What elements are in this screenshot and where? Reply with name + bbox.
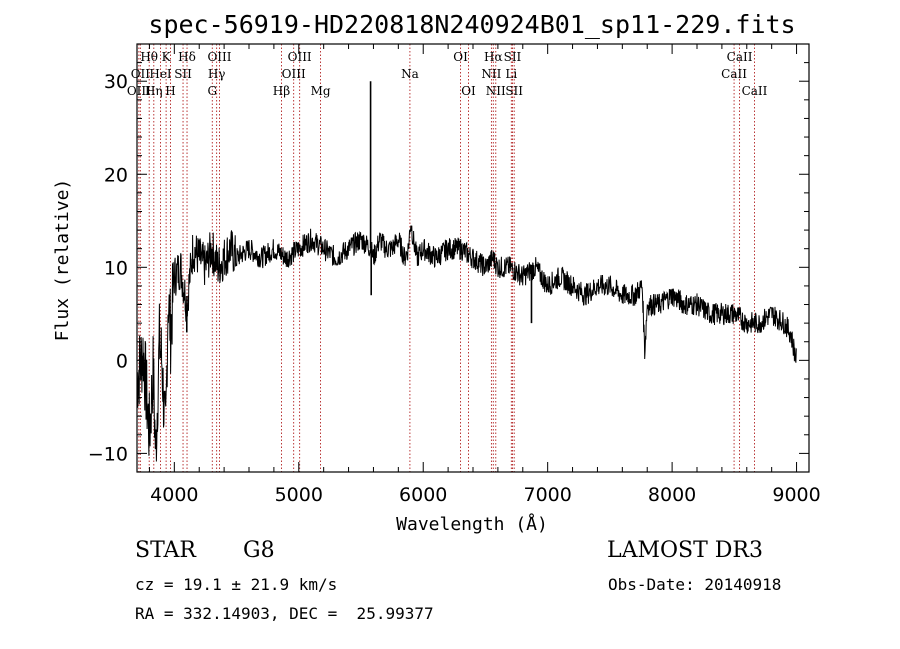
- line-marker-label: SII: [174, 67, 192, 81]
- x-tick-label: 6000: [399, 484, 447, 506]
- x-axis-label: Wavelength (Å): [396, 513, 548, 535]
- line-marker-label: CaII: [727, 50, 753, 64]
- line-marker-label: G: [207, 84, 217, 98]
- line-marker-label: Na: [401, 67, 419, 81]
- line-marker-label: K: [162, 50, 172, 64]
- survey-name: LAMOST DR3: [607, 538, 763, 563]
- x-tick-label: 4000: [150, 484, 198, 506]
- x-tick-label: 8000: [648, 484, 696, 506]
- y-tick-label: 0: [116, 350, 128, 372]
- line-marker-label: OI: [453, 50, 468, 64]
- x-tick-label: 5000: [275, 484, 323, 506]
- line-marker-label: H: [165, 84, 175, 98]
- line-marker-label: OIII: [288, 50, 312, 64]
- line-marker-label: Hβ: [273, 84, 290, 98]
- line-marker-label: Mg: [311, 84, 331, 98]
- y-tick-label: 30: [104, 71, 128, 93]
- line-marker-label: Hγ: [208, 67, 226, 81]
- line-marker-label: CaII: [721, 67, 747, 81]
- object-subclass: G8: [243, 538, 275, 563]
- y-axis-label: Flux (relative): [52, 179, 73, 342]
- line-marker-label: Hδ: [178, 50, 196, 64]
- line-marker-label: OIII: [207, 50, 231, 64]
- line-marker-label: NII: [486, 84, 506, 98]
- line-marker-label: SII: [505, 84, 523, 98]
- line-marker-label: Hα: [484, 50, 503, 64]
- line-marker-label: Li: [505, 67, 517, 81]
- line-marker-label: Hθ: [140, 50, 158, 64]
- line-marker-label: OIII: [127, 84, 151, 98]
- line-marker-label: SII: [504, 50, 522, 64]
- line-marker-label: NII: [481, 67, 501, 81]
- plot-frame: [136, 43, 810, 473]
- coordinates: RA = 332.14903, DEC = 25.99377: [135, 604, 434, 623]
- y-tick-label: 10: [104, 257, 128, 279]
- y-tick-label: −10: [88, 443, 128, 465]
- line-marker-label: OI: [461, 84, 476, 98]
- line-marker-label: HeI: [149, 67, 172, 81]
- line-marker-label: CaII: [742, 84, 768, 98]
- x-tick-label: 7000: [523, 484, 571, 506]
- spectrum-line: [136, 225, 797, 462]
- line-marker-label: Hη: [145, 84, 163, 98]
- line-marker-label: OII: [131, 67, 151, 81]
- observation-date: Obs-Date: 20140918: [608, 575, 782, 594]
- redshift-velocity: cz = 19.1 ± 21.9 km/s: [135, 575, 338, 594]
- y-tick-label: 20: [104, 164, 128, 186]
- chart-title: spec-56919-HD220818N240924B01_sp11-229.f…: [148, 10, 795, 39]
- line-marker-label: OIII: [282, 67, 306, 81]
- object-class: STAR: [135, 538, 196, 563]
- x-tick-label: 9000: [772, 484, 820, 506]
